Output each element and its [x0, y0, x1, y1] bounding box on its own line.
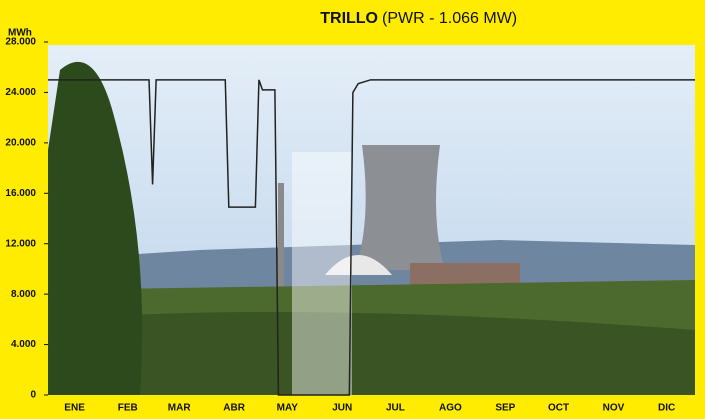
x-tick-label: DIC — [658, 403, 675, 414]
chart-subtitle: (PWR - 1.066 MW) — [382, 10, 517, 27]
y-tick-label: 4.000 — [11, 339, 36, 350]
x-tick-label: NOV — [603, 403, 625, 414]
photo — [48, 45, 695, 395]
x-tick-label: FEB — [118, 403, 138, 414]
y-tick-label: 28.000 — [5, 37, 36, 48]
x-tick-label: MAY — [277, 403, 299, 414]
x-tick-label: AGO — [439, 403, 462, 414]
y-tick-label: 24.000 — [5, 87, 36, 98]
chart: TRILLO (PWR - 1.066 MW) MWh 04.0008.0001… — [0, 0, 705, 419]
y-tick-label: 0 — [30, 390, 36, 401]
x-tick-label: MAR — [168, 403, 192, 414]
chart-title: TRILLO — [320, 10, 378, 27]
x-tick-label: JUN — [332, 403, 352, 414]
y-tick-label: 20.000 — [5, 137, 36, 148]
y-tick-label: 12.000 — [5, 238, 36, 249]
y-tick-label: 16.000 — [5, 188, 36, 199]
y-tick-label: 8.000 — [11, 289, 36, 300]
x-tick-label: SEP — [495, 403, 515, 414]
x-tick-label: ABR — [223, 403, 245, 414]
x-tick-label: OCT — [548, 403, 569, 414]
x-tick-label: JUL — [386, 403, 405, 414]
x-tick-label: ENE — [64, 403, 85, 414]
